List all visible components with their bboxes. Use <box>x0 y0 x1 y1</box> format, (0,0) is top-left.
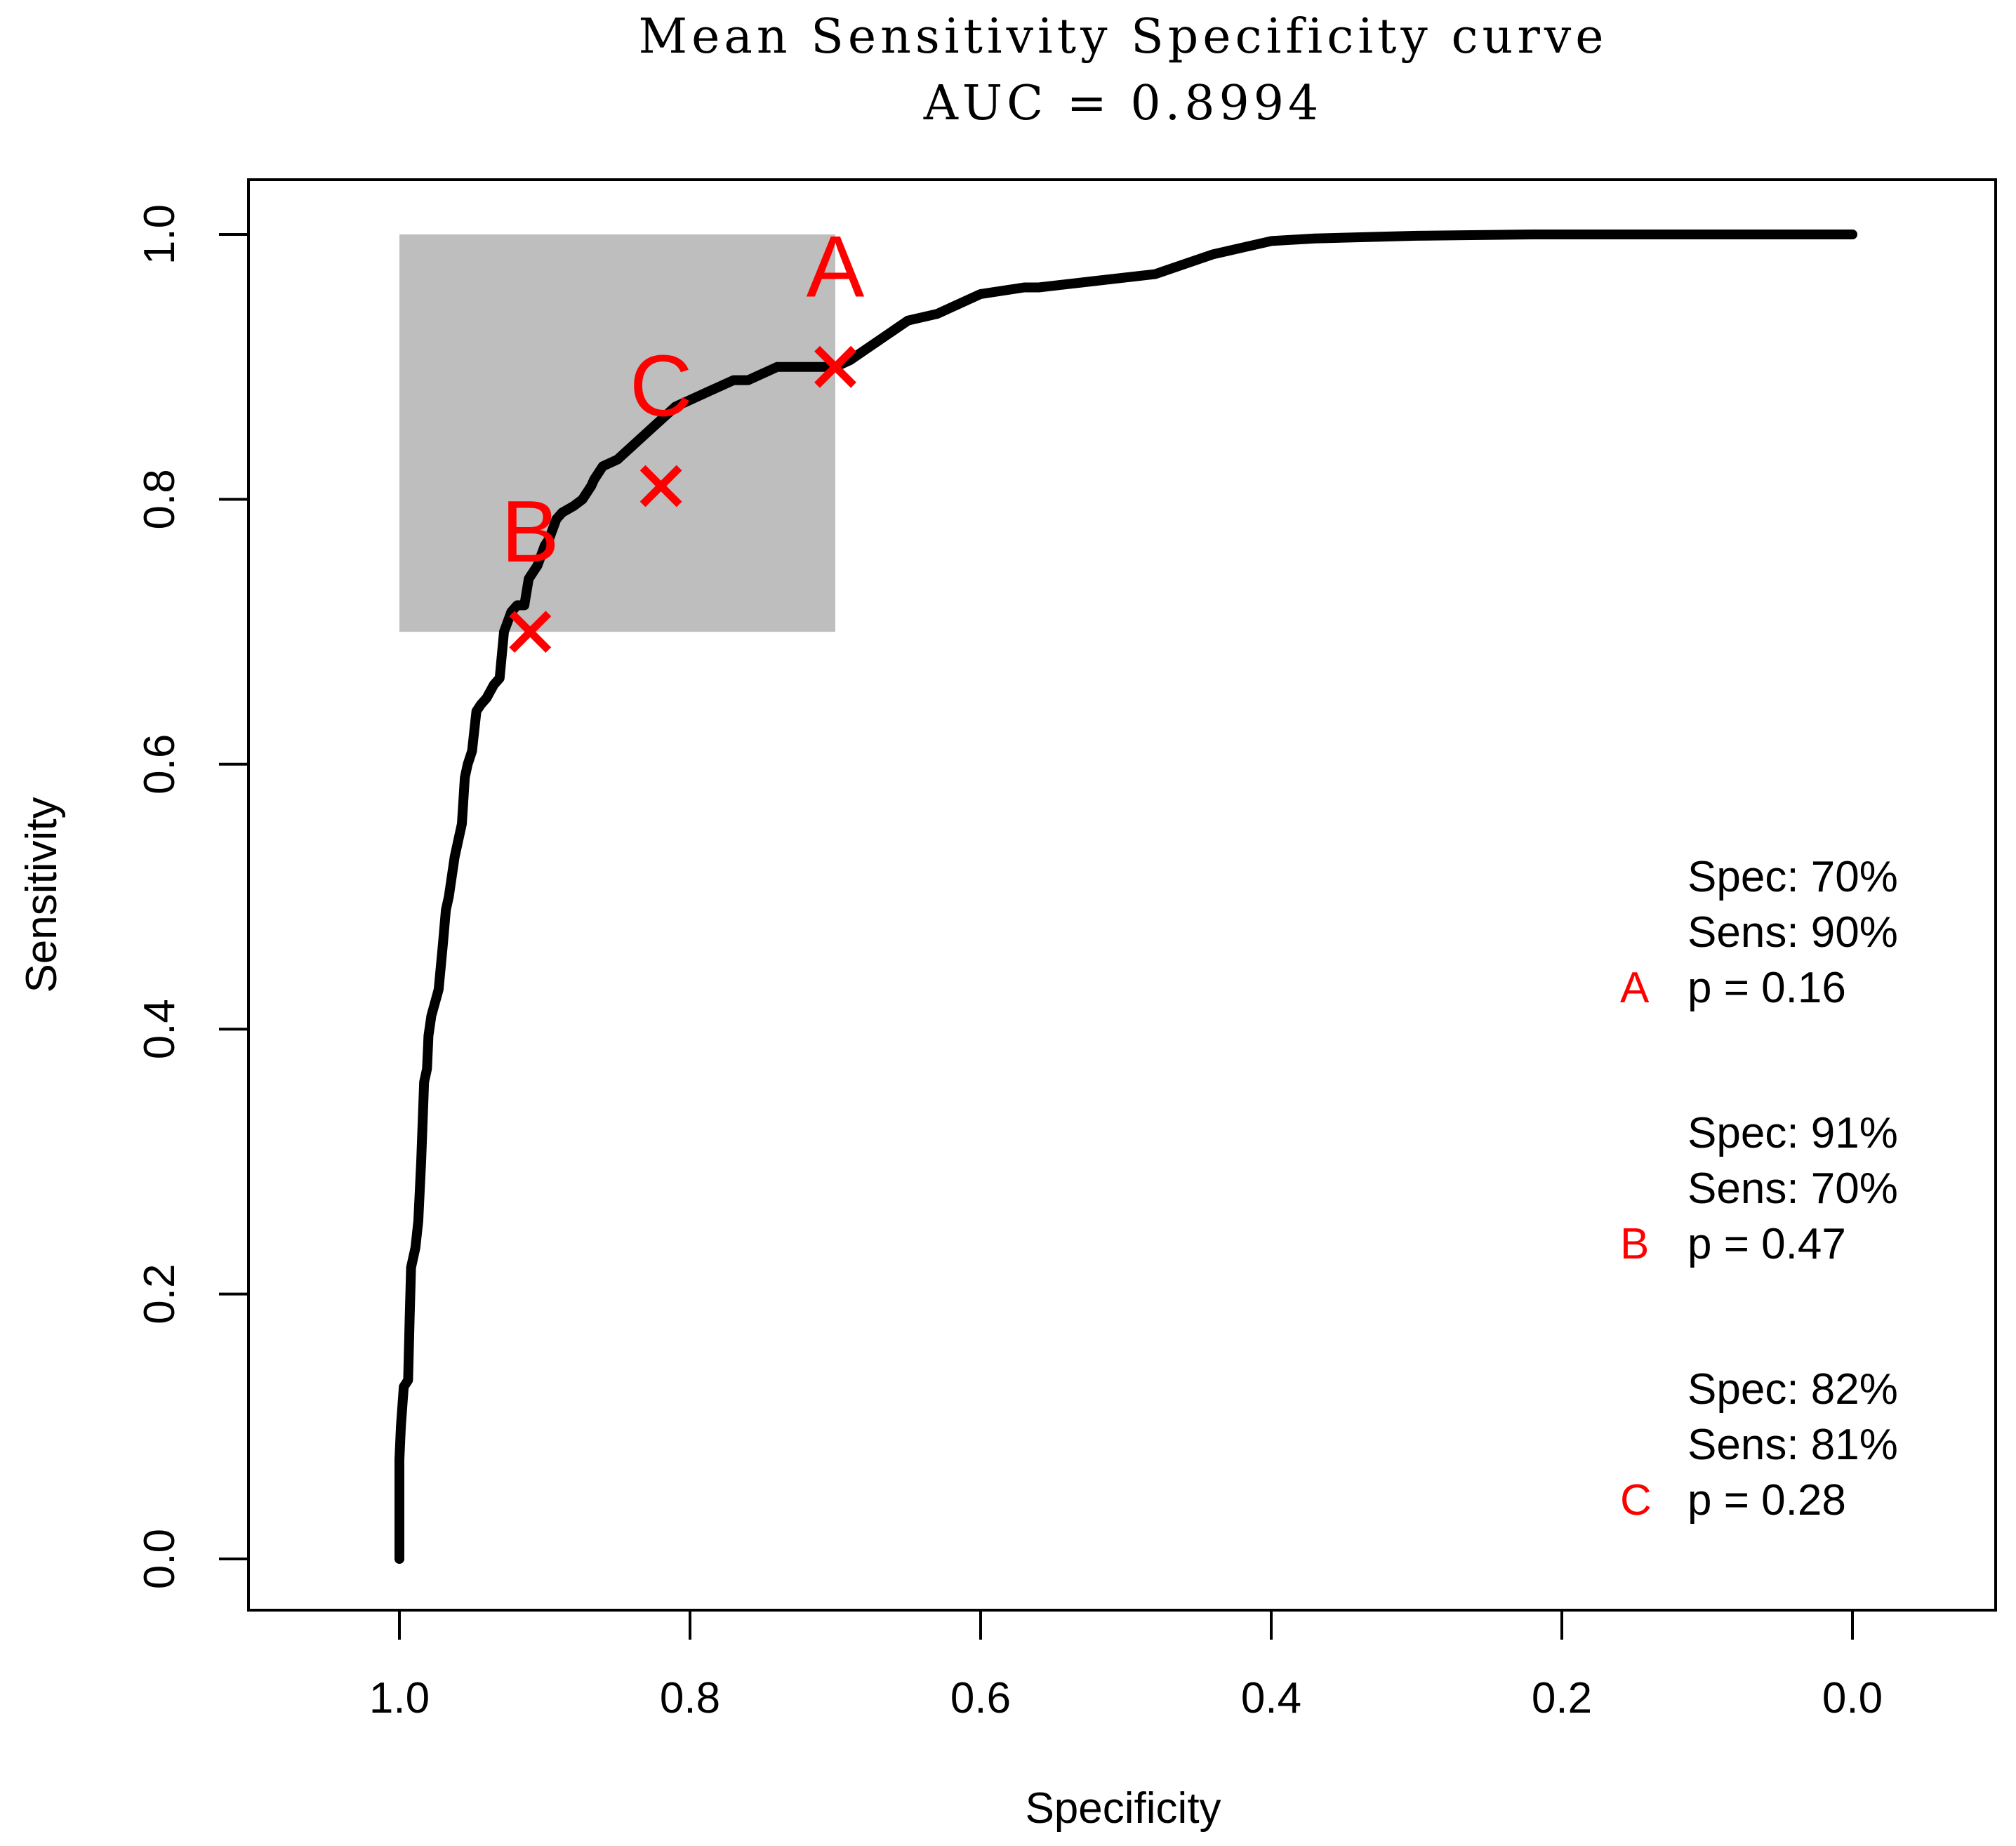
x-tick-label: 0.0 <box>1822 1674 1883 1722</box>
y-tick-label: 0.8 <box>135 469 184 529</box>
roc-curve-line <box>394 230 1857 1564</box>
shaded-region <box>399 234 835 632</box>
x-tick-label: 0.8 <box>660 1674 720 1722</box>
point-marker-c <box>639 465 682 507</box>
point-marker-a <box>814 345 856 388</box>
annotation-block: Spec: 70% Sens: 90% A p = 0.16 Spec: 91% Sens… <box>1620 853 1898 1525</box>
point-label-a: A <box>807 219 865 316</box>
annotation-letter-c: C <box>1620 1476 1652 1525</box>
point-label-b: B <box>501 484 559 580</box>
y-axis: 0.0 0.2 0.4 0.6 0.8 1.0 <box>135 204 250 1589</box>
x-tick-label: 0.2 <box>1532 1674 1592 1722</box>
x-axis-label: Specificity <box>1025 1784 1221 1833</box>
annotation-spec: Spec: 91% <box>1687 1109 1898 1157</box>
annotation-spec: Spec: 70% <box>1687 853 1898 901</box>
plot-area: ABC <box>394 219 1857 1564</box>
chart-subtitle: AUC = 0.8994 <box>923 76 1323 131</box>
annotation-spec: Spec: 82% <box>1687 1365 1898 1414</box>
annotation-letter-b: B <box>1620 1220 1649 1268</box>
y-tick-label: 0.6 <box>135 734 184 795</box>
annotation-letter-a: A <box>1620 964 1650 1012</box>
x-axis: 1.0 0.8 0.6 0.4 0.2 0.0 <box>369 1609 1883 1722</box>
point-label-c: C <box>630 338 693 435</box>
y-tick-label: 0.4 <box>135 999 184 1059</box>
annotation-sens: Sens: 81% <box>1687 1421 1898 1469</box>
annotation-sens: Sens: 70% <box>1687 1164 1898 1213</box>
point-marker-b <box>509 611 552 653</box>
y-axis-label: Sensitivity <box>18 797 66 992</box>
annotation-p-value: p = 0.16 <box>1687 964 1846 1012</box>
y-tick-label: 0.2 <box>135 1263 184 1324</box>
annotation-sens: Sens: 90% <box>1687 908 1898 957</box>
chart-title: Mean Sensitivity Specificity curve <box>638 9 1607 65</box>
annotation-p-value: p = 0.47 <box>1687 1220 1846 1268</box>
x-tick-label: 0.4 <box>1241 1674 1301 1722</box>
x-tick-label: 0.6 <box>950 1674 1011 1722</box>
annotation-p-value: p = 0.28 <box>1687 1476 1846 1525</box>
x-tick-label: 1.0 <box>369 1674 430 1722</box>
y-tick-label: 0.0 <box>135 1529 184 1589</box>
y-tick-label: 1.0 <box>135 204 184 265</box>
